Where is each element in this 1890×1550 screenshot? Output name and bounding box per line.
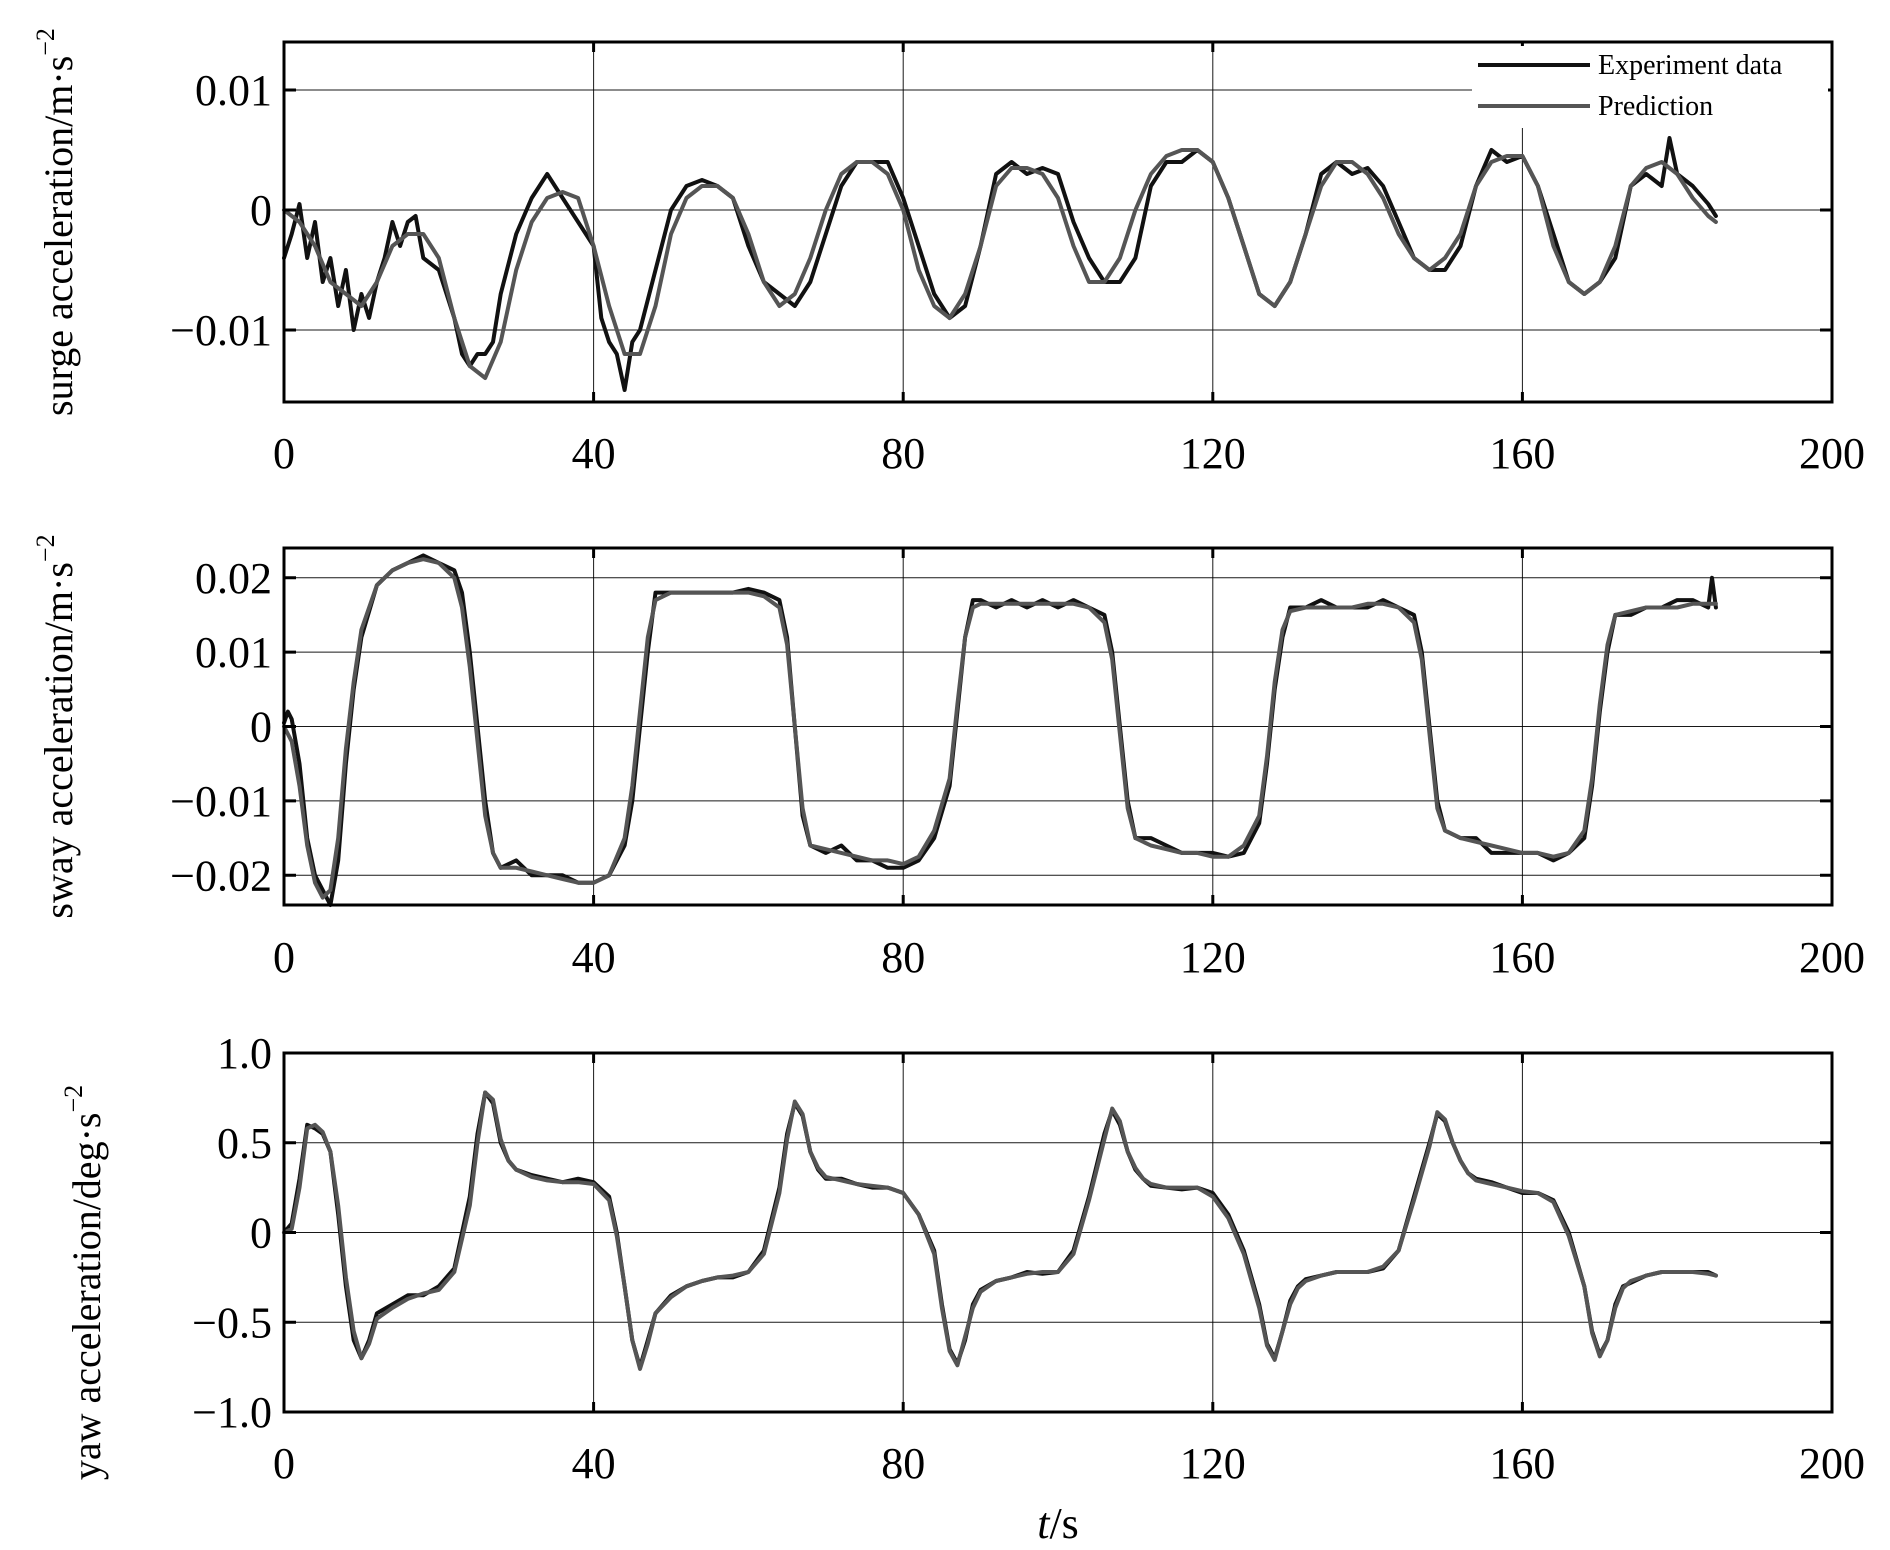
yaw-y-tick-label: −0.5 bbox=[192, 1298, 272, 1347]
sway-y-axis-label-sup: −2 bbox=[31, 534, 60, 562]
surge-x-tick-label: 80 bbox=[881, 429, 925, 478]
surge-x-tick-label: 120 bbox=[1180, 429, 1246, 478]
yaw-x-tick-label: 160 bbox=[1489, 1439, 1555, 1488]
sway-x-tick-label: 160 bbox=[1489, 933, 1555, 982]
surge-x-tick-label: 160 bbox=[1489, 429, 1555, 478]
yaw-panel: 0 40 80 120 160 200 1.0 0.5 0 −0.5 −1.0 yaw accel… bbox=[59, 1029, 1865, 1548]
surge-panel: 0 40 80 120 160 200 0.01 0 −0.01 surge accelera… bbox=[31, 28, 1865, 478]
legend: Experiment data Prediction bbox=[1472, 46, 1828, 128]
surge-x-tick-label: 0 bbox=[273, 429, 295, 478]
yaw-gridlines bbox=[284, 1053, 1832, 1412]
sway-series bbox=[282, 553, 1718, 907]
surge-series bbox=[282, 136, 1718, 392]
surge-y-axis-label-sup: −2 bbox=[31, 28, 60, 56]
surge-y-tick-label: 0.01 bbox=[195, 66, 272, 115]
x-axis-label-unit: /s bbox=[1049, 1499, 1078, 1548]
surge-plot-frame bbox=[282, 40, 1834, 404]
yaw-x-tick-label: 0 bbox=[273, 1439, 295, 1488]
yaw-series bbox=[282, 1090, 1718, 1371]
yaw-x-tick-label: 200 bbox=[1799, 1439, 1865, 1488]
surge-y-tick-label: −0.01 bbox=[170, 306, 272, 355]
sway-x-tick-label: 40 bbox=[572, 933, 616, 982]
x-axis-label: t/s bbox=[1037, 1499, 1079, 1548]
surge-y-axis-label-main: surge acceleration/m·s bbox=[36, 56, 81, 416]
sway-series-prediction-line bbox=[282, 557, 1718, 900]
sway-x-tick-label: 0 bbox=[273, 933, 295, 982]
sway-y-axis-label: sway acceleration/m·s−2 bbox=[31, 534, 81, 918]
sway-y-ticks: 0.02 0.01 0 −0.01 −0.02 bbox=[170, 554, 1832, 900]
sway-y-tick-label: 0.02 bbox=[195, 554, 272, 603]
surge-series-prediction-line bbox=[282, 148, 1718, 380]
yaw-y-tick-label: 0 bbox=[250, 1209, 272, 1258]
sway-x-tick-label: 80 bbox=[881, 933, 925, 982]
surge-y-tick-label: 0 bbox=[250, 186, 272, 235]
legend-label-experiment: Experiment data bbox=[1598, 50, 1783, 81]
surge-x-tick-label: 40 bbox=[572, 429, 616, 478]
legend-box bbox=[1472, 46, 1828, 128]
surge-x-tick-label: 200 bbox=[1799, 429, 1865, 478]
surge-y-axis-label: surge acceleration/m·s−2 bbox=[31, 28, 81, 416]
yaw-x-tick-label: 40 bbox=[572, 1439, 616, 1488]
yaw-y-axis-label: yaw acceleration/deg·s−2 bbox=[59, 1085, 109, 1480]
surge-y-ticks: 0.01 0 −0.01 bbox=[170, 66, 1832, 355]
surge-x-ticks: 0 40 80 120 160 200 bbox=[273, 42, 1865, 478]
sway-y-tick-label: 0.01 bbox=[195, 628, 272, 677]
sway-x-tick-label: 120 bbox=[1180, 933, 1246, 982]
yaw-y-ticks: 1.0 0.5 0 −0.5 −1.0 bbox=[192, 1029, 1832, 1437]
x-axis-label-italic: t bbox=[1037, 1499, 1051, 1548]
yaw-y-axis-label-sup: −2 bbox=[59, 1085, 88, 1113]
sway-panel: 0 40 80 120 160 200 0.02 0.01 0 −0.01 −0.02 sway … bbox=[31, 534, 1865, 982]
yaw-x-tick-label: 80 bbox=[881, 1439, 925, 1488]
yaw-y-tick-label: 1.0 bbox=[217, 1029, 272, 1078]
yaw-x-tick-label: 120 bbox=[1180, 1439, 1246, 1488]
sway-series-experiment-line bbox=[282, 553, 1718, 907]
sway-y-axis-label-main: sway acceleration/m·s bbox=[36, 562, 81, 919]
sway-x-ticks: 0 40 80 120 160 200 bbox=[273, 548, 1865, 982]
sway-y-tick-label: −0.02 bbox=[170, 851, 272, 900]
sway-y-tick-label: 0 bbox=[250, 703, 272, 752]
yaw-y-tick-label: −1.0 bbox=[192, 1388, 272, 1437]
surge-series-experiment-line bbox=[282, 136, 1718, 392]
yaw-y-tick-label: 0.5 bbox=[217, 1119, 272, 1168]
yaw-series-prediction-line bbox=[282, 1090, 1718, 1371]
yaw-y-axis-label-main: yaw acceleration/deg·s bbox=[64, 1113, 109, 1481]
sway-x-tick-label: 200 bbox=[1799, 933, 1865, 982]
yaw-x-ticks: 0 40 80 120 160 200 bbox=[273, 1053, 1865, 1488]
sway-y-tick-label: −0.01 bbox=[170, 777, 272, 826]
legend-label-prediction: Prediction bbox=[1598, 91, 1713, 122]
